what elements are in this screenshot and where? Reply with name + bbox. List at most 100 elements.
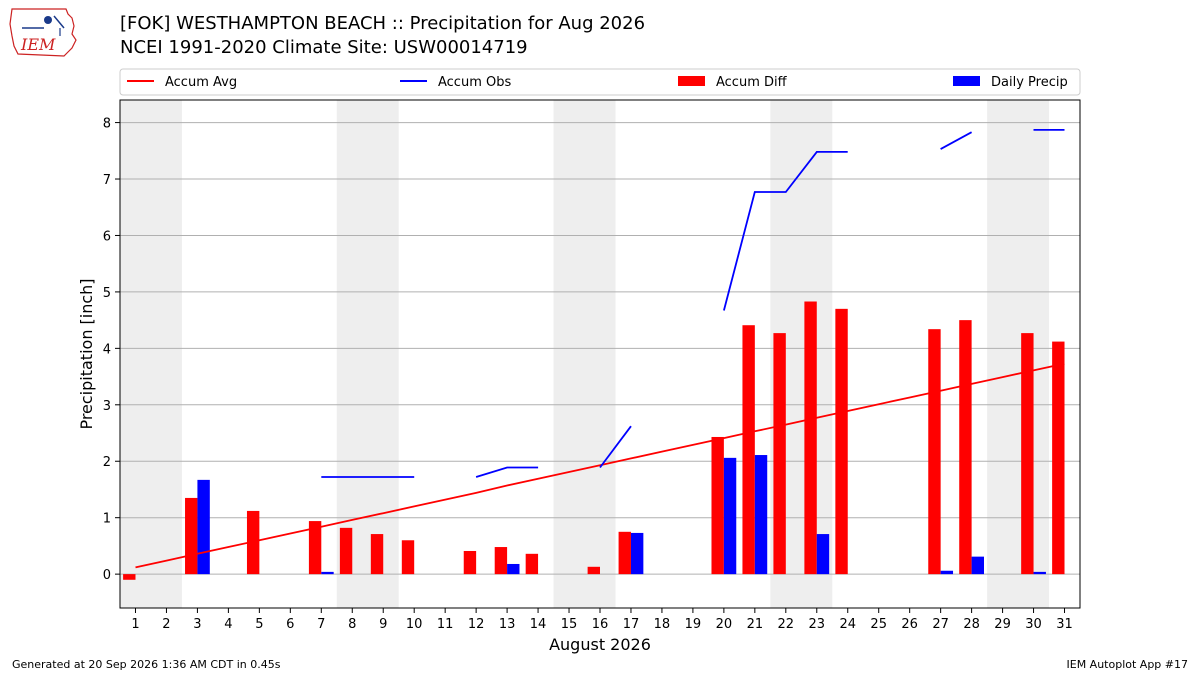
weekend-band bbox=[987, 100, 1050, 608]
x-tick-label: 12 bbox=[468, 617, 485, 632]
x-tick-label: 18 bbox=[654, 617, 671, 632]
accum-diff-bar bbox=[835, 308, 848, 575]
y-tick-label: 6 bbox=[103, 229, 111, 244]
x-tick-label: 21 bbox=[747, 617, 764, 632]
accum-diff-bar bbox=[773, 333, 786, 575]
accum-avg-line bbox=[135, 362, 1065, 569]
app-credit: IEM Autoplot App #17 bbox=[1066, 658, 1189, 671]
x-tick-label: 10 bbox=[406, 617, 423, 632]
x-tick-label: 11 bbox=[437, 617, 454, 632]
svg-text:IEM: IEM bbox=[20, 35, 56, 54]
x-tick-label: 16 bbox=[592, 617, 609, 632]
chart-subtitle: NCEI 1991-2020 Climate Site: USW00014719 bbox=[120, 37, 528, 58]
x-tick-label: 5 bbox=[255, 617, 263, 632]
x-tick-label: 1 bbox=[131, 617, 139, 632]
x-tick-label: 4 bbox=[224, 617, 232, 632]
accum-diff-bar bbox=[370, 534, 384, 575]
accum-diff-bar bbox=[959, 320, 972, 575]
y-tick-label: 4 bbox=[103, 342, 111, 357]
legend-swatch bbox=[678, 76, 705, 86]
x-tick-label: 8 bbox=[348, 617, 356, 632]
x-tick-label: 26 bbox=[901, 617, 918, 632]
legend-box bbox=[119, 68, 1081, 96]
x-tick-label: 31 bbox=[1056, 617, 1073, 632]
x-tick-label: 30 bbox=[1025, 617, 1042, 632]
iem-logo: IEM bbox=[9, 8, 77, 57]
chart-title: [FOK] WESTHAMPTON BEACH :: Precipitation… bbox=[120, 13, 646, 34]
accum-diff-bar bbox=[525, 553, 539, 575]
legend-swatch bbox=[953, 76, 980, 86]
accum-diff-bar bbox=[308, 521, 322, 575]
x-tick-label: 22 bbox=[778, 617, 795, 632]
daily-precip-bar bbox=[940, 570, 954, 575]
y-axis-ticks: 0 1 2 3 4 5 6 7 8 bbox=[103, 117, 120, 583]
generated-timestamp: Generated at 20 Sep 2026 1:36 AM CDT in … bbox=[12, 658, 281, 671]
accum-diff-bar bbox=[711, 436, 724, 575]
weekend-band bbox=[120, 100, 182, 608]
x-axis-label: August 2026 bbox=[549, 635, 651, 654]
x-tick-label: 2 bbox=[162, 617, 170, 632]
weekend-band bbox=[336, 100, 399, 608]
x-tick-label: 6 bbox=[286, 617, 294, 632]
daily-precip-bar bbox=[197, 479, 210, 575]
y-tick-label: 3 bbox=[103, 399, 111, 414]
x-tick-label: 9 bbox=[379, 617, 387, 632]
y-tick-label: 2 bbox=[103, 455, 111, 470]
accum-diff-bar bbox=[123, 574, 136, 580]
x-tick-label: 3 bbox=[193, 617, 201, 632]
daily-precip-bar bbox=[1033, 571, 1046, 575]
daily-precip-bar bbox=[321, 571, 334, 575]
daily-precip-bar bbox=[723, 457, 737, 575]
y-tick-label: 7 bbox=[103, 173, 111, 188]
x-tick-label: 27 bbox=[932, 617, 949, 632]
accum-diff-bar bbox=[804, 301, 817, 575]
daily-precip-bar bbox=[754, 455, 768, 575]
y-tick-label: 8 bbox=[103, 117, 111, 132]
accum-obs-line bbox=[723, 151, 848, 311]
legend-label: Accum Obs bbox=[438, 75, 511, 90]
legend-label: Daily Precip bbox=[991, 75, 1068, 90]
y-tick-label: 0 bbox=[103, 568, 111, 583]
accum-diff-bar bbox=[1052, 341, 1065, 575]
bar-series bbox=[123, 301, 1065, 580]
x-tick-label: 25 bbox=[870, 617, 887, 632]
accum-diff-bar bbox=[1021, 333, 1034, 575]
x-tick-label: 14 bbox=[530, 617, 547, 632]
daily-precip-bar bbox=[507, 563, 520, 575]
accum-diff-bar bbox=[463, 550, 477, 575]
accum-diff-bar bbox=[742, 325, 755, 575]
line-series bbox=[135, 129, 1065, 569]
accum-diff-bar bbox=[339, 527, 353, 575]
x-tick-label: 24 bbox=[839, 617, 856, 632]
legend: Accum Avg Accum Obs Accum Diff Daily Precip bbox=[119, 68, 1081, 96]
x-tick-label: 28 bbox=[963, 617, 980, 632]
daily-precip-bar bbox=[816, 534, 830, 575]
x-tick-label: 20 bbox=[716, 617, 733, 632]
legend-label: Accum Avg bbox=[165, 75, 237, 90]
daily-precip-bar bbox=[630, 532, 644, 575]
accum-diff-bar bbox=[494, 547, 508, 575]
accum-obs-line bbox=[599, 425, 632, 469]
y-tick-label: 5 bbox=[103, 286, 111, 301]
y-axis-label: Precipitation [inch] bbox=[77, 278, 96, 429]
x-tick-label: 7 bbox=[317, 617, 325, 632]
x-tick-label: 23 bbox=[809, 617, 826, 632]
accum-obs-line bbox=[475, 466, 539, 478]
x-tick-label: 15 bbox=[561, 617, 578, 632]
x-tick-label: 19 bbox=[685, 617, 702, 632]
accum-diff-bar bbox=[401, 540, 415, 575]
accum-diff-bar bbox=[618, 531, 631, 575]
accum-obs-line bbox=[940, 131, 973, 150]
accum-diff-bar bbox=[185, 497, 198, 575]
daily-precip-bar bbox=[971, 556, 984, 575]
y-tick-label: 1 bbox=[103, 512, 111, 527]
legend-label: Accum Diff bbox=[716, 75, 788, 90]
x-tick-label: 29 bbox=[994, 617, 1011, 632]
weekend-band bbox=[553, 100, 616, 608]
accum-diff-bar bbox=[587, 566, 600, 575]
grid-lines bbox=[120, 122, 1080, 575]
x-tick-label: 13 bbox=[499, 617, 516, 632]
accum-diff-bar bbox=[928, 329, 941, 575]
x-tick-label: 17 bbox=[623, 617, 640, 632]
